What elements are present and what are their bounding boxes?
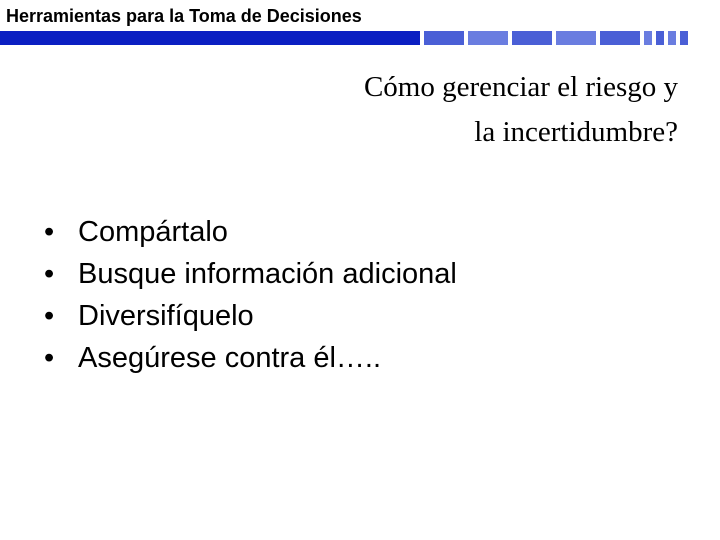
bar-segment (556, 31, 596, 45)
bullet-item: Diversifíquelo (44, 295, 720, 337)
bullet-list: CompártaloBusque información adicionalDi… (0, 211, 720, 379)
bullet-item: Asegúrese contra él….. (44, 337, 720, 379)
slide: Herramientas para la Toma de Decisiones … (0, 0, 720, 540)
subtitle-line-1: Cómo gerenciar el riesgo y (364, 71, 678, 103)
bullet-item: Compártalo (44, 211, 720, 253)
slide-subtitle: Cómo gerenciar el riesgo y la incertidum… (0, 65, 720, 155)
bar-segment (512, 31, 552, 45)
bar-segment (468, 31, 508, 45)
bar-segment (680, 31, 688, 45)
bar-segment (600, 31, 640, 45)
subtitle-line-2: la incertidumbre? (474, 116, 678, 148)
bar-left-segment (0, 31, 420, 45)
bullet-item: Busque información adicional (44, 253, 720, 295)
bar-segment (668, 31, 676, 45)
header-title: Herramientas para la Toma de Decisiones (0, 0, 720, 31)
bar-segment (644, 31, 652, 45)
bar-segment (656, 31, 664, 45)
decorative-bar (0, 31, 720, 45)
bar-segment (424, 31, 464, 45)
